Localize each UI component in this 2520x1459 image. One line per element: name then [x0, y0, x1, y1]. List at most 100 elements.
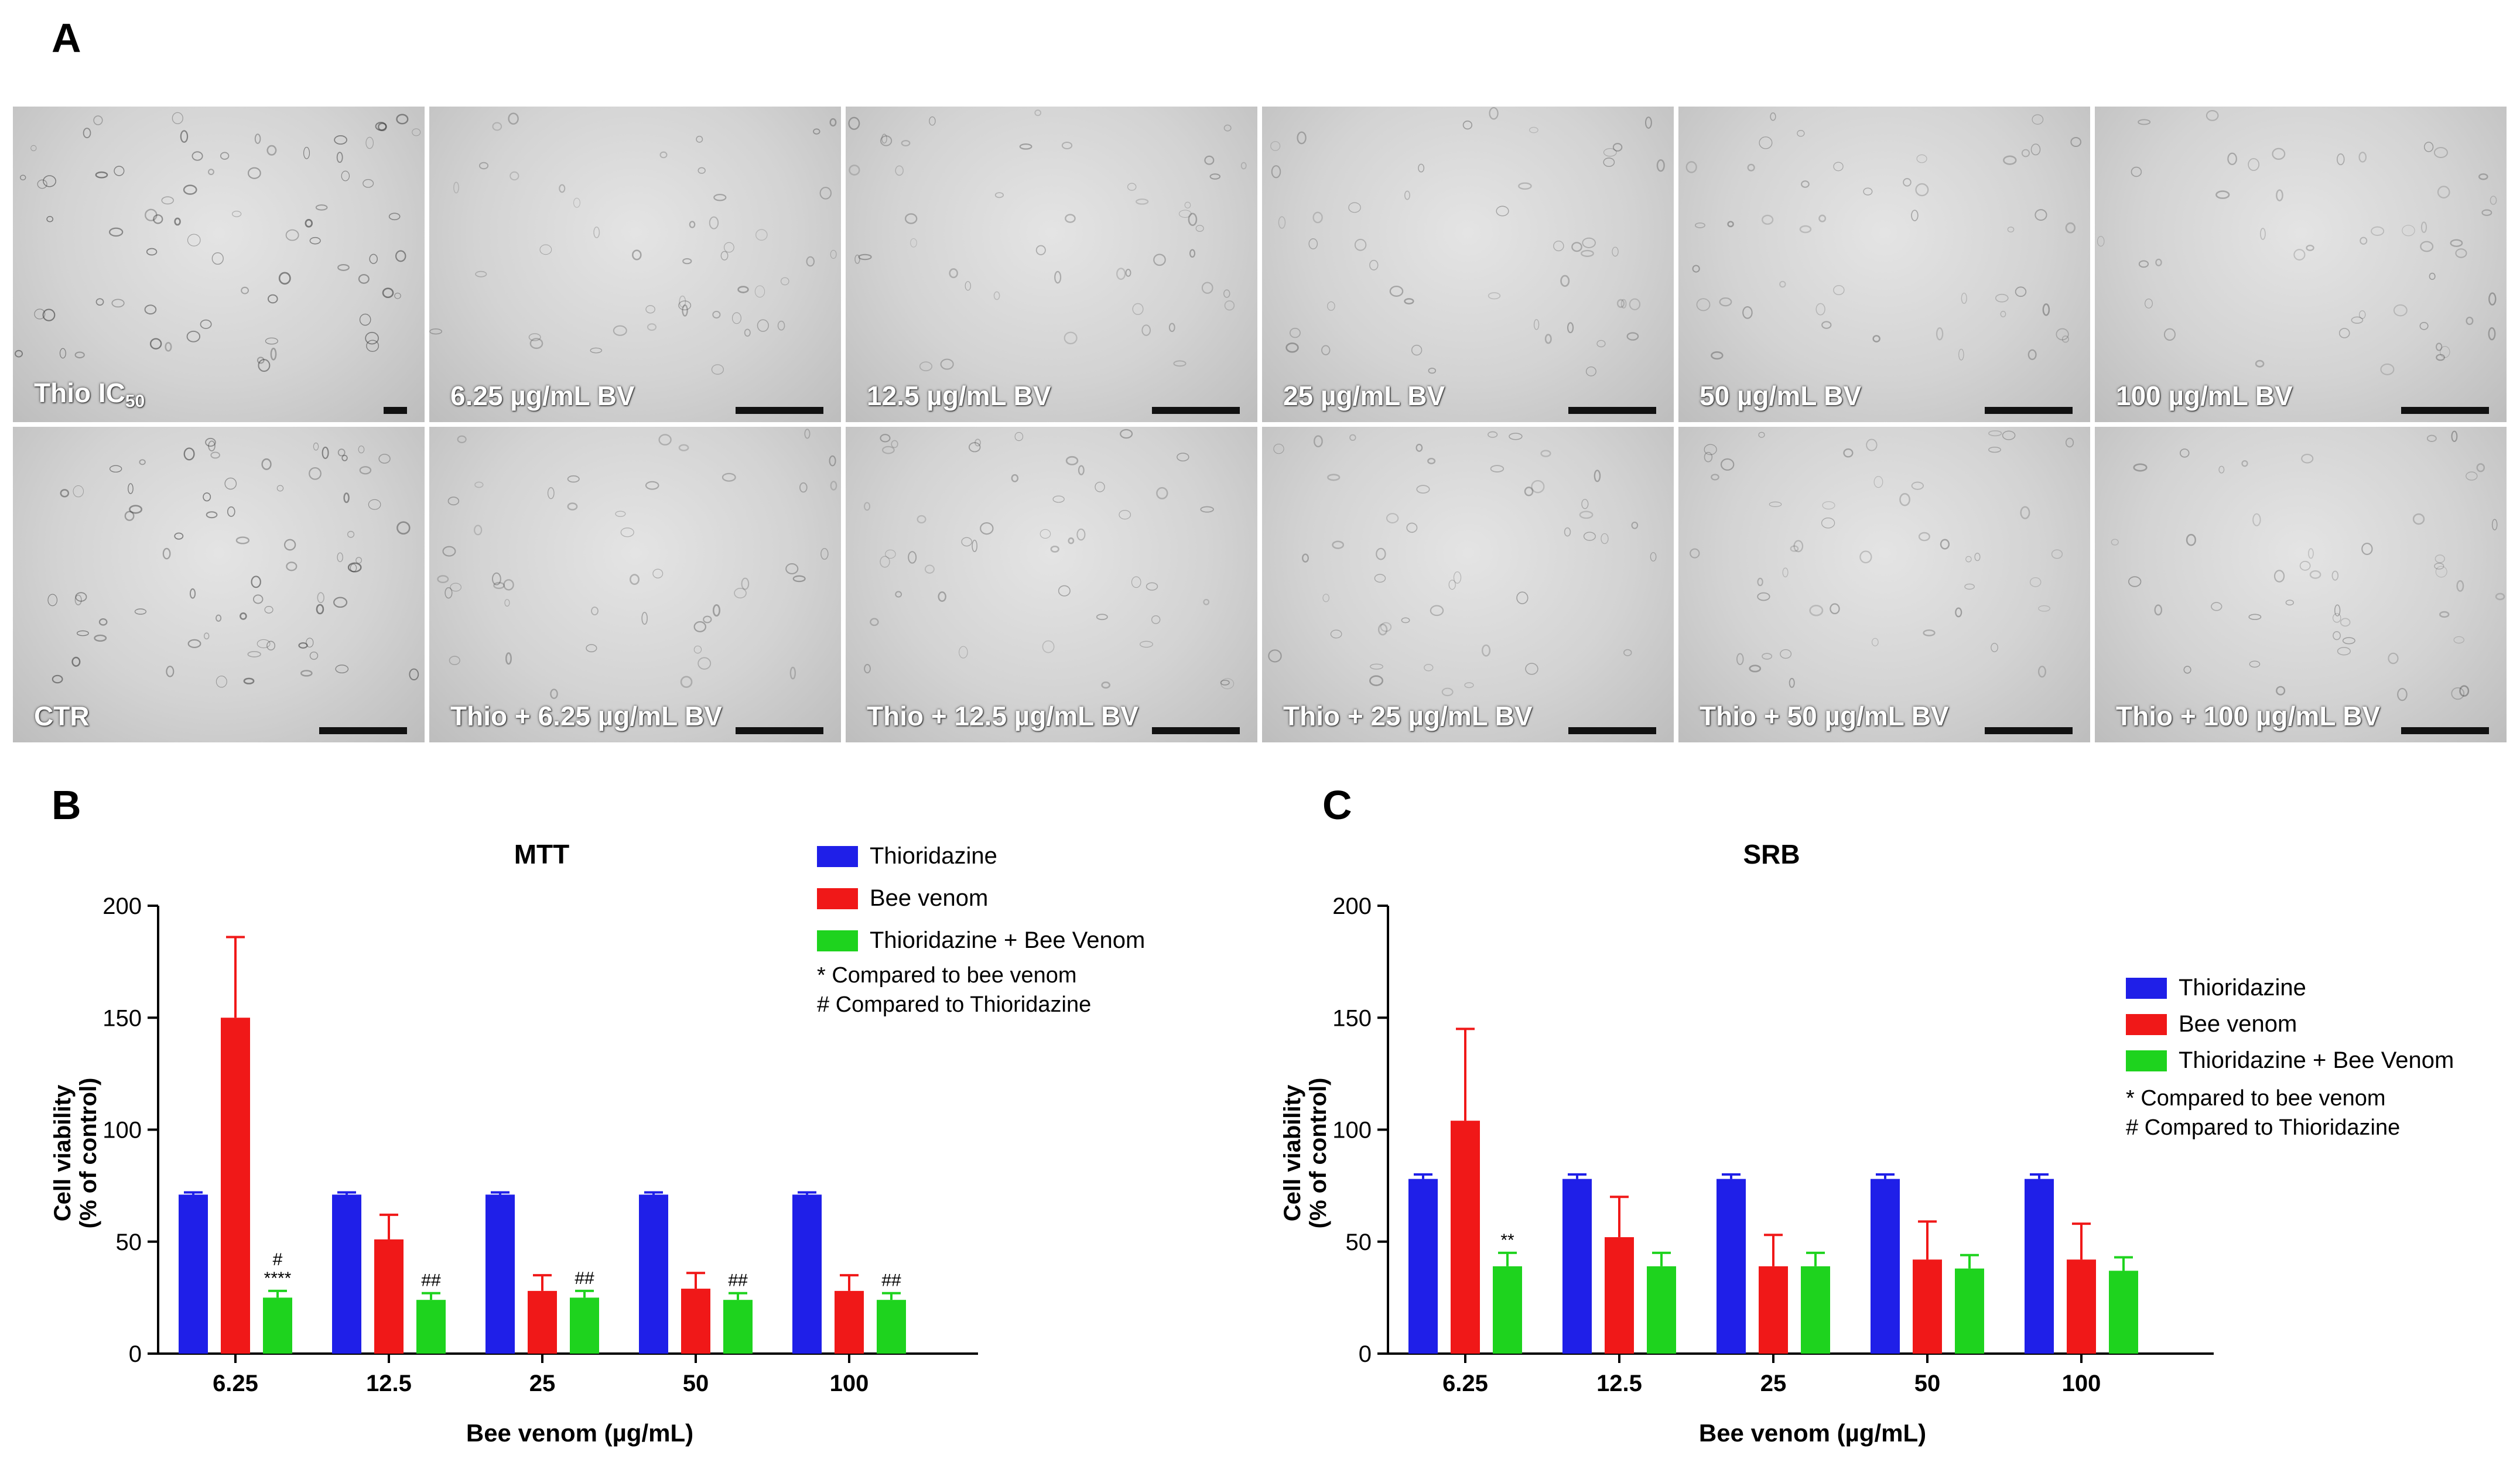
- cell-outline: [550, 689, 558, 699]
- x-tick-label: 50: [683, 1371, 709, 1396]
- cell-outline: [1488, 431, 1498, 438]
- cell-outline: [192, 151, 203, 161]
- cell-outline: [2020, 506, 2030, 519]
- bar: [2109, 1270, 2138, 1354]
- cell-texture: [1270, 107, 1665, 376]
- cell-outline: [124, 511, 135, 521]
- scale-bar: [319, 727, 407, 734]
- cell-outline: [243, 677, 255, 684]
- cell-outline: [1050, 545, 1059, 553]
- cell-outline: [336, 152, 343, 163]
- cell-outline: [882, 446, 895, 454]
- cell-texture: [429, 112, 837, 375]
- y-tick-label: 200: [102, 893, 142, 919]
- cell-outline: [1240, 162, 1247, 170]
- cell-outline: [792, 575, 806, 583]
- cell-outline: [1531, 480, 1545, 494]
- cell-outline: [819, 187, 832, 200]
- cell-outline: [161, 196, 174, 205]
- legend-note: # Compared to Thioridazine: [817, 992, 1091, 1017]
- cell-outline: [645, 305, 655, 314]
- cell-outline: [309, 467, 322, 480]
- cell-outline: [144, 304, 157, 315]
- cell-outline: [780, 277, 789, 286]
- cell-outline: [1581, 499, 1589, 509]
- y-axis-label-line: Cell viability: [50, 1084, 76, 1221]
- cell-outline: [734, 587, 747, 599]
- cell-outline: [949, 268, 958, 279]
- cell-outline: [504, 599, 510, 607]
- cell-outline: [478, 162, 489, 170]
- cell-outline: [924, 564, 935, 574]
- cell-outline: [559, 184, 566, 193]
- bar: [1647, 1266, 1676, 1354]
- cell-outline: [1424, 663, 1434, 672]
- cell-outline: [453, 181, 459, 194]
- cell-outline: [1596, 340, 1606, 348]
- panel-letter-a: A: [52, 15, 81, 61]
- cell-outline: [1040, 529, 1051, 539]
- cell-outline: [1790, 545, 1799, 552]
- cell-outline: [697, 657, 712, 670]
- cell-outline: [266, 145, 277, 156]
- cell-outline: [2131, 166, 2142, 177]
- cell-outline: [220, 152, 230, 160]
- cell-outline: [366, 340, 379, 352]
- cell-outline: [1961, 292, 1967, 304]
- cell-outline: [334, 135, 347, 145]
- cell-outline: [1189, 249, 1196, 258]
- cell-outline: [305, 219, 313, 228]
- cell-outline: [1995, 293, 2009, 303]
- cell-outline: [529, 338, 543, 350]
- cell-outline: [785, 563, 799, 574]
- cell-outline: [1612, 246, 1619, 257]
- cell-outline: [2456, 580, 2464, 592]
- cell-outline: [180, 130, 189, 143]
- cell-outline: [2451, 687, 2465, 700]
- y-tick-label: 100: [1332, 1118, 1372, 1143]
- cell-outline: [1918, 532, 1930, 542]
- cell-texture: [1268, 431, 1657, 697]
- cell-outline: [1348, 202, 1361, 213]
- cell-outline: [505, 652, 512, 665]
- cell-outline: [1727, 221, 1734, 228]
- cell-outline: [573, 197, 580, 208]
- cell-outline: [1770, 112, 1776, 121]
- micrograph-label: 6.25 µg/mL BV: [450, 381, 635, 411]
- micrograph-tile: Thio + 12.5 µg/mL BV: [846, 427, 1257, 742]
- cell-outline: [1583, 532, 1596, 541]
- cell-outline: [2466, 471, 2478, 481]
- bar: [1408, 1179, 1438, 1354]
- cell-outline: [1141, 324, 1151, 336]
- cell-outline: [2429, 272, 2436, 280]
- scale-bar: [1152, 407, 1240, 414]
- bar: [1913, 1259, 1942, 1354]
- cell-outline: [108, 227, 124, 237]
- legend-swatch: [817, 888, 858, 909]
- cell-outline: [1119, 509, 1131, 520]
- cell-outline: [1285, 343, 1299, 353]
- cell-outline: [47, 594, 57, 607]
- cell-outline: [394, 293, 401, 299]
- cell-outline: [303, 146, 310, 159]
- cell-outline: [172, 112, 183, 125]
- x-tick-label: 6.25: [213, 1371, 258, 1396]
- cell-outline: [711, 364, 724, 375]
- cell-outline: [972, 539, 978, 552]
- cell-outline: [2358, 152, 2367, 163]
- cell-outline: [1516, 591, 1529, 604]
- cell-outline: [1095, 481, 1105, 492]
- cell-outline: [658, 434, 672, 446]
- micrograph-label: 100 µg/mL BV: [2116, 381, 2293, 411]
- cell-outline: [210, 451, 220, 459]
- cell-outline: [1685, 161, 1697, 173]
- y-tick-label: 0: [1359, 1341, 1372, 1367]
- cell-outline: [689, 221, 696, 228]
- micrograph-label: Thio + 100 µg/mL BV: [2116, 701, 2381, 731]
- cell-outline: [1297, 131, 1307, 145]
- cell-outline: [1564, 527, 1571, 537]
- legend-note: * Compared to bee venom: [817, 963, 1077, 988]
- cell-outline: [2412, 513, 2425, 525]
- cell-outline: [1955, 607, 1962, 618]
- cell-outline: [1815, 303, 1825, 316]
